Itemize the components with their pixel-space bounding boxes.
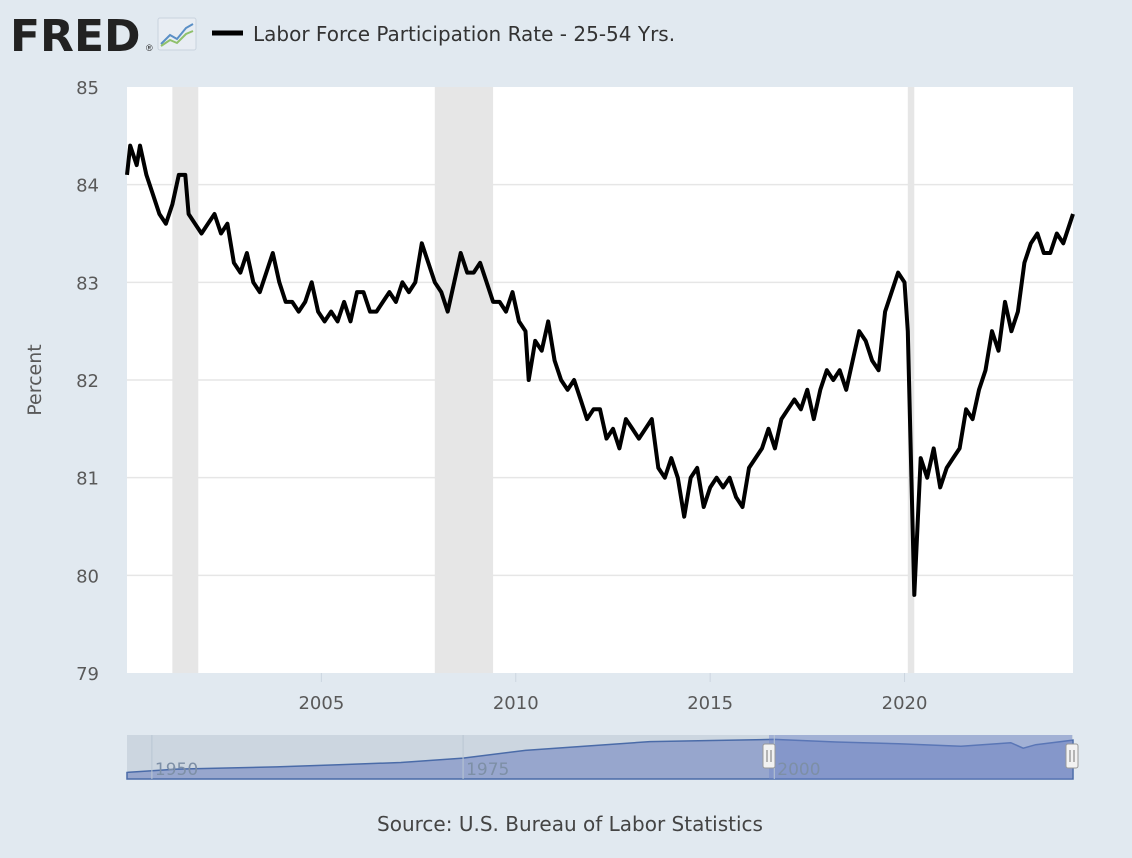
source-note: Source: U.S. Bureau of Labor Statistics — [377, 812, 763, 836]
legend-series-label: Labor Force Participation Rate - 25-54 Y… — [253, 22, 675, 46]
gridlines — [127, 183, 1073, 577]
y-axis-ticks: 79 80 81 82 83 84 85 — [76, 78, 99, 685]
x-tick-label-2010: 2010 — [493, 693, 539, 714]
fred-logo-text: FRED — [10, 11, 141, 62]
navigator-ticks: 1950 1975 2000 — [151, 735, 821, 780]
y-axis-title: Percent — [24, 344, 46, 416]
fred-logo-reg: ® — [146, 43, 153, 53]
fred-logo[interactable]: FRED ® — [10, 11, 197, 62]
navigator-handle-right[interactable] — [1065, 743, 1079, 769]
range-navigator[interactable]: 1950 1975 2000 — [126, 735, 1079, 780]
navigator-tick-label-1975: 1975 — [466, 760, 509, 780]
series-line-labor-force-participation[interactable] — [125, 143, 1075, 597]
navigator-selection[interactable] — [769, 735, 1072, 779]
x-tick-label-2020: 2020 — [882, 693, 928, 714]
trend-line-icon — [157, 17, 197, 51]
navigator-tick-label-1950: 1950 — [155, 760, 198, 780]
y-tick-label-80: 80 — [76, 566, 99, 587]
y-tick-label-83: 83 — [76, 273, 99, 294]
navigator-tick-label-2000: 2000 — [777, 760, 820, 780]
navigator-handle-left[interactable] — [762, 743, 776, 769]
y-tick-label-81: 81 — [76, 469, 99, 490]
x-tick-label-2015: 2015 — [687, 693, 733, 714]
x-tick-label-2005: 2005 — [298, 693, 344, 714]
y-tick-label-79: 79 — [76, 664, 99, 685]
y-tick-label-82: 82 — [76, 371, 99, 392]
legend: Labor Force Participation Rate - 25-54 Y… — [212, 22, 675, 46]
navigator-area — [126, 738, 1074, 780]
y-tick-label-85: 85 — [76, 78, 99, 99]
y-tick-label-84: 84 — [76, 176, 99, 197]
x-axis-ticks: 2005 2010 2015 2020 — [298, 673, 927, 714]
